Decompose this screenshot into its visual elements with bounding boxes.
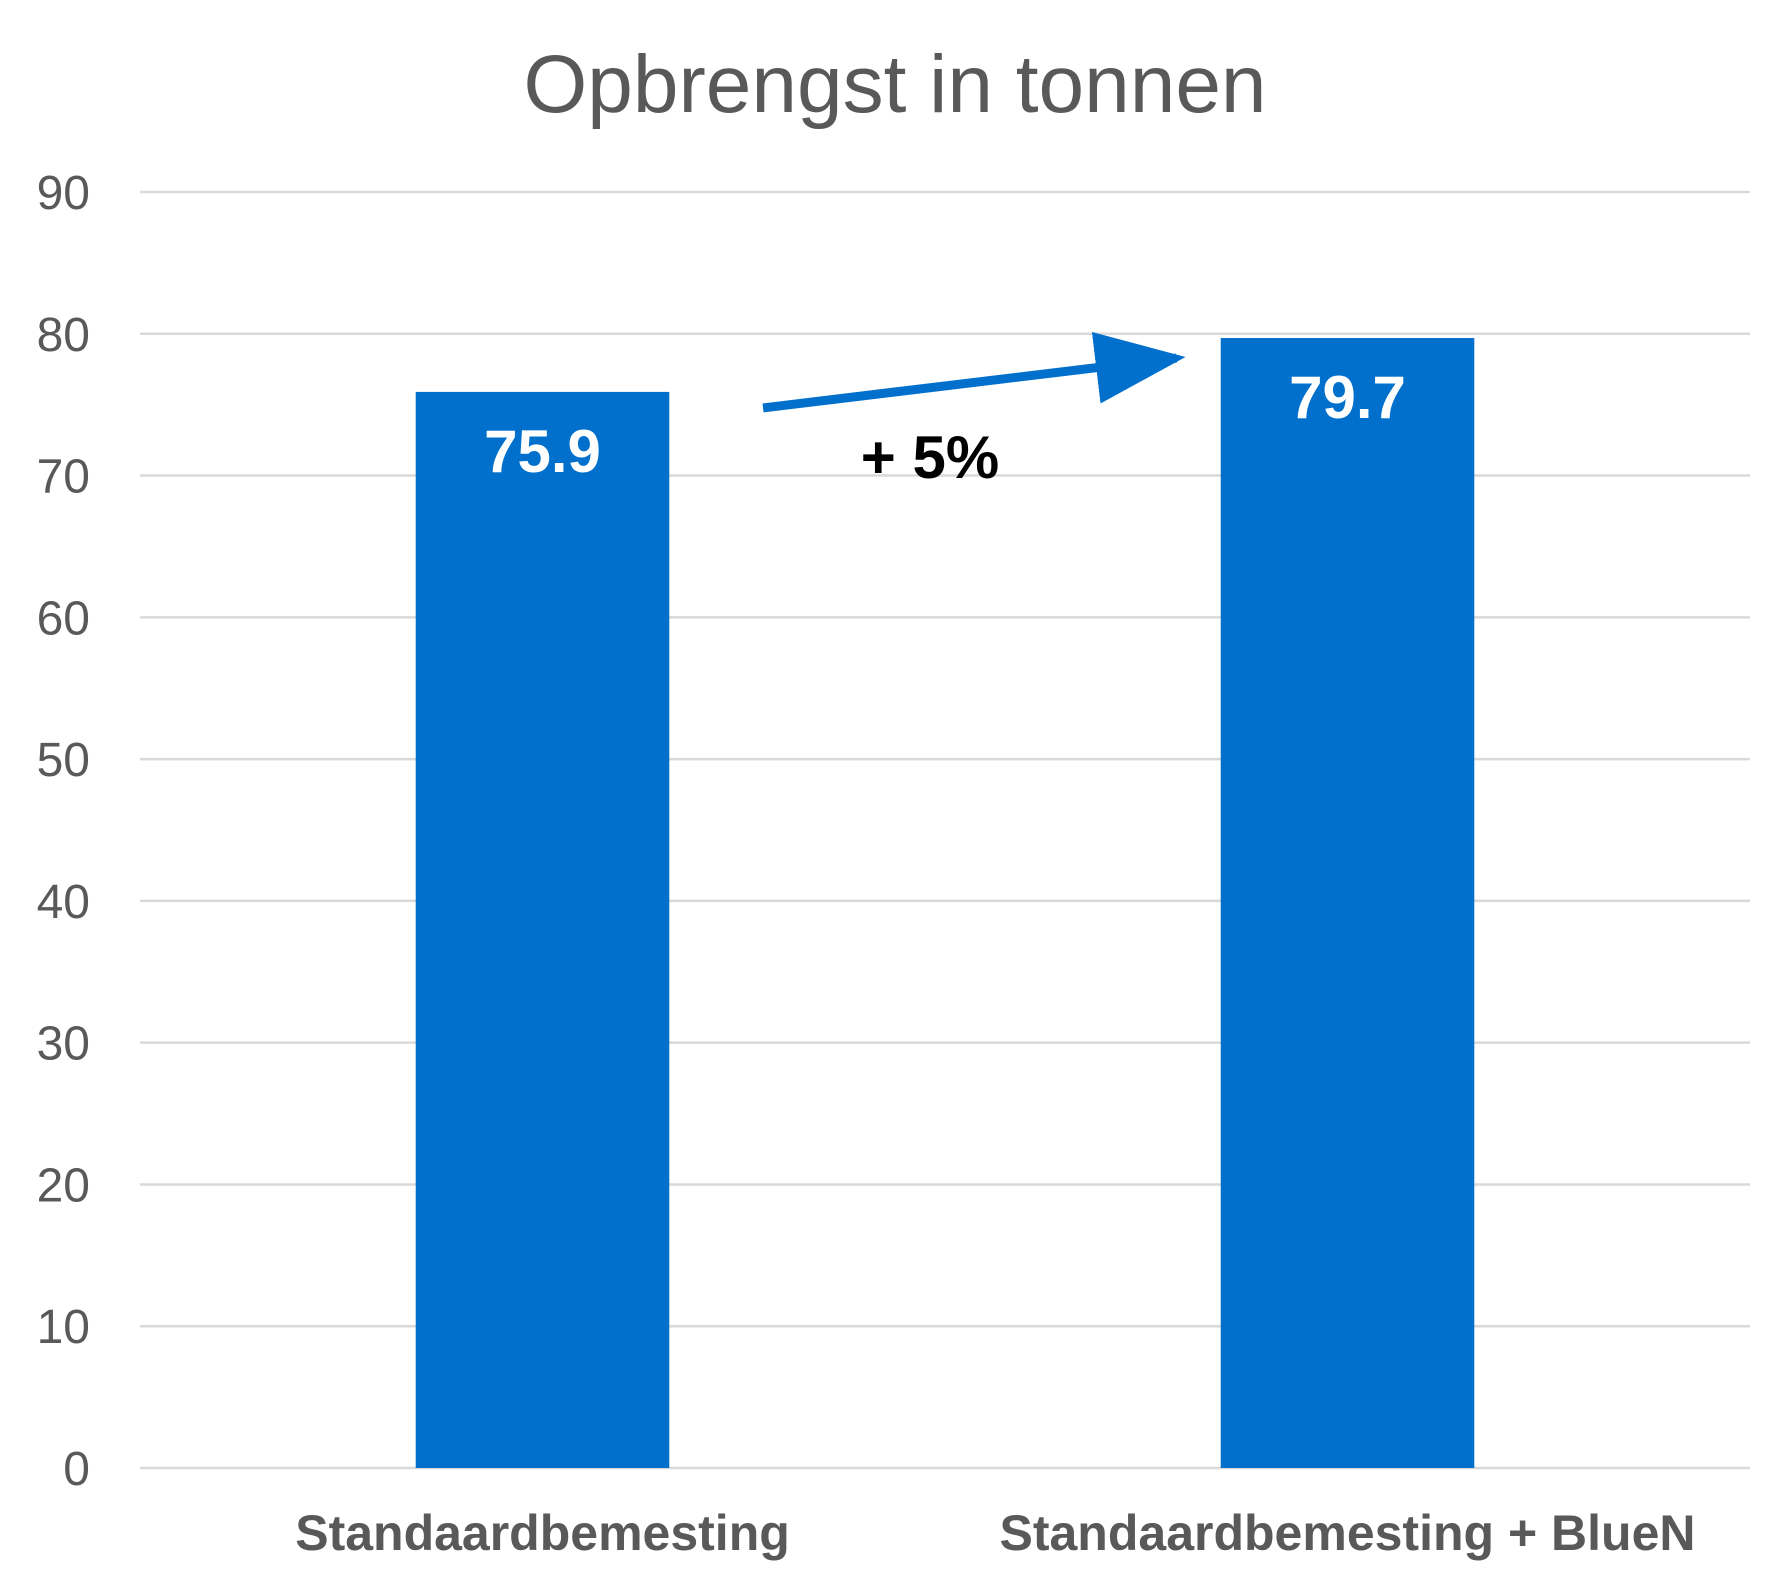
y-tick-label-10: 10 bbox=[37, 1301, 90, 1354]
data-labels: 75.9 79.7 bbox=[484, 364, 1406, 485]
growth-arrow bbox=[762, 331, 1186, 413]
bar-2 bbox=[1220, 338, 1475, 1468]
x-tick-label-1: Standaardbemesting bbox=[295, 1505, 790, 1561]
growth-annotation: + 5% bbox=[861, 424, 999, 491]
y-tick-label-40: 40 bbox=[37, 876, 90, 929]
y-tick-label-70: 70 bbox=[37, 451, 90, 504]
chart-title: Opbrengst in tonnen bbox=[523, 39, 1266, 130]
bar-1 bbox=[415, 391, 670, 1468]
bars bbox=[415, 338, 1475, 1468]
y-tick-label-0: 0 bbox=[63, 1443, 90, 1496]
gridlines bbox=[140, 190, 1750, 1470]
y-tick-label-30: 30 bbox=[37, 1018, 90, 1071]
y-axis-ticks: 0 10 20 30 40 50 60 70 80 90 bbox=[37, 167, 90, 1496]
y-tick-label-60: 60 bbox=[37, 592, 90, 645]
data-label-1: 75.9 bbox=[484, 418, 601, 485]
x-axis-ticks: Standaardbemesting Standaardbemesting + B… bbox=[295, 1505, 1695, 1561]
x-tick-label-2: Standaardbemesting + BlueN bbox=[1000, 1505, 1696, 1561]
y-tick-label-20: 20 bbox=[37, 1159, 90, 1212]
y-tick-label-90: 90 bbox=[37, 167, 90, 220]
data-label-2: 79.7 bbox=[1289, 364, 1406, 431]
y-tick-label-80: 80 bbox=[37, 309, 90, 362]
y-tick-label-50: 50 bbox=[37, 734, 90, 787]
